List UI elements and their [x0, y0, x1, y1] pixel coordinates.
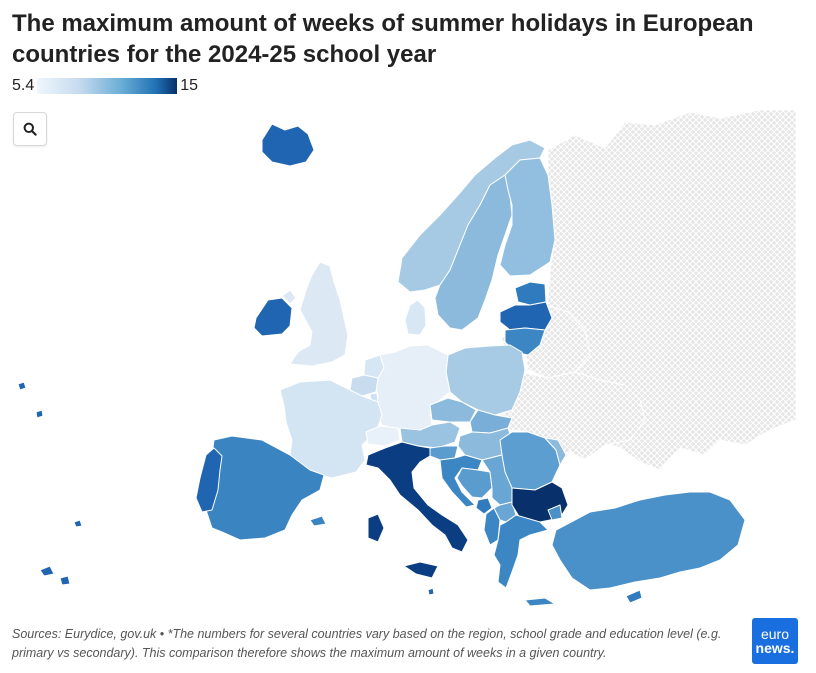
- region-france: [279, 379, 383, 479]
- euronews-logo[interactable]: euro news.: [752, 618, 798, 664]
- region-poland: [445, 344, 526, 416]
- region-denmark: [404, 299, 427, 336]
- region-turkey: [547, 491, 746, 591]
- region-united-kingdom: [281, 261, 349, 367]
- region-croatia: [439, 454, 483, 508]
- region-switzerland: [365, 425, 401, 447]
- region-latvia: [499, 301, 553, 331]
- color-legend: 5.4 15: [12, 76, 198, 96]
- region-portugal: [195, 447, 223, 513]
- region-greece: [493, 514, 556, 607]
- region-russia: [539, 109, 797, 471]
- region-cyprus: [625, 589, 643, 604]
- region-estonia: [514, 281, 547, 306]
- region-ireland: [253, 297, 293, 337]
- logo-line-1: euro: [760, 626, 790, 642]
- region-atlantic-islands: [17, 381, 83, 586]
- region-finland: [499, 157, 556, 277]
- zoom-search-button[interactable]: [13, 112, 47, 146]
- europe-map: [17, 109, 797, 607]
- sources-footnote: Sources: Eurydice, gov.uk • *The numbers…: [12, 627, 722, 660]
- region-romania: [499, 431, 561, 491]
- region-moldova: [544, 437, 567, 466]
- legend-gradient-bar: [37, 78, 178, 94]
- region-bosnia: [456, 467, 493, 499]
- region-czechia: [429, 397, 477, 423]
- legend-max-label: 15: [180, 77, 199, 94]
- region-montenegro: [475, 497, 493, 515]
- region-netherlands: [363, 354, 385, 379]
- legend-min-label: 5.4: [12, 77, 35, 94]
- region-malta: [427, 587, 435, 596]
- region-iceland: [261, 123, 315, 167]
- region-italy: [365, 441, 469, 579]
- region-sweden: [434, 174, 513, 331]
- logo-line-2: news.: [755, 640, 795, 656]
- page-title: The maximum amount of weeks of summer ho…: [12, 10, 754, 68]
- search-icon: [23, 122, 37, 136]
